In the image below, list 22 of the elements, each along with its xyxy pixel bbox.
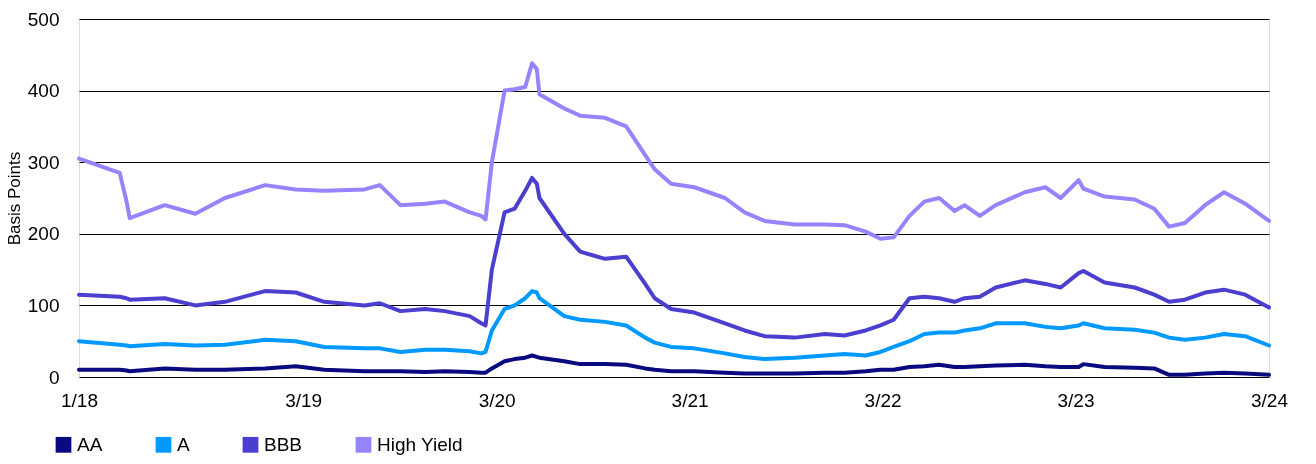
y-axis-title: Basis Points	[4, 151, 24, 246]
x-tick-label: 3/24	[1251, 389, 1289, 411]
x-tick-label: 3/20	[478, 389, 516, 411]
legend-label: BBB	[264, 433, 303, 455]
x-tick-label: 3/21	[671, 389, 709, 411]
y-tick-label: 300	[27, 151, 60, 173]
y-tick-label: 500	[27, 8, 60, 30]
y-tick-label: 0	[48, 366, 60, 388]
x-tick-label: 3/23	[1057, 389, 1095, 411]
x-tick-label: 3/22	[864, 389, 902, 411]
y-tick-label: 100	[27, 294, 60, 316]
y-tick-label: 200	[27, 223, 60, 245]
x-tick-label: 3/19	[285, 389, 323, 411]
legend-label: High Yield	[377, 433, 463, 455]
line-series	[77, 175, 1271, 340]
x-tick-label: 1/18	[61, 389, 98, 411]
line-series	[77, 353, 1271, 377]
line-series	[77, 61, 1271, 241]
y-tick-label: 400	[27, 80, 60, 102]
legend-label: A	[177, 433, 190, 455]
legend-label: AA	[77, 433, 103, 455]
line-series	[77, 289, 1271, 362]
